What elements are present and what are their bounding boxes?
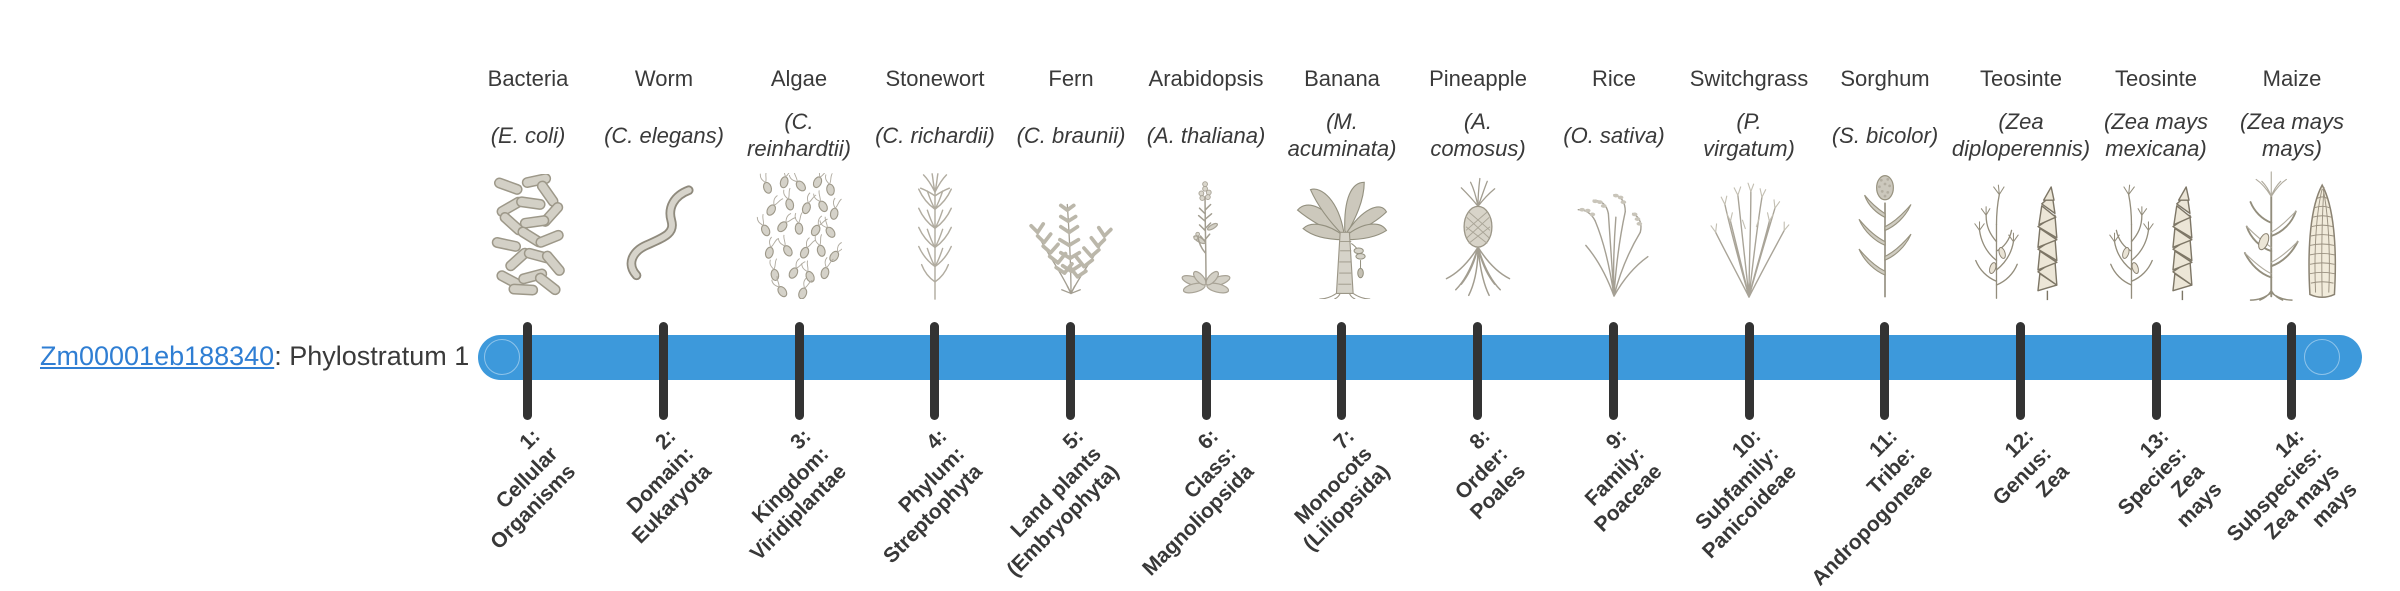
timeline-tick	[795, 322, 804, 420]
organism-column: Banana (M. acuminata)	[1267, 64, 1417, 304]
organism-scientific-name: (P. virgatum)	[1703, 109, 1795, 161]
pineapple-icon	[1403, 168, 1553, 304]
organism-column: Teosinte (Zea diploperennis)	[1946, 64, 2096, 304]
gene-label: Zm00001eb188340: Phylostratum 1	[40, 341, 469, 372]
organism-column: Fern (C. braunii)	[996, 64, 1146, 304]
organism-scientific-name: (Zea mays mays)	[2240, 109, 2344, 161]
organism-common-name: Banana	[1304, 66, 1380, 91]
banana-icon	[1267, 168, 1417, 304]
stratum-label: 1: Cellular Organisms	[486, 424, 581, 554]
timeline-tick	[1066, 322, 1075, 420]
gene-link[interactable]: Zm00001eb188340	[40, 341, 275, 371]
organism-column: Sorghum (S. bicolor)	[1810, 64, 1960, 304]
organism-common-name: Fern	[1048, 66, 1094, 91]
organism-common-name: Algae	[770, 66, 828, 91]
timeline-bar	[478, 335, 2362, 380]
bar-end-ring	[484, 339, 520, 375]
organism-common-name: Rice	[1591, 66, 1636, 91]
timeline-tick	[2287, 322, 2296, 420]
stratum-label: 2: Domain: Eukaryota	[622, 424, 717, 549]
organism-common-name: Arabidopsis	[1148, 66, 1264, 91]
organism-scientific-name: (O. sativa)	[1563, 122, 1665, 148]
organism-common-name: Switchgrass	[1689, 66, 1809, 91]
stratum-label: 14: Subspecies: Zea mays mays	[2222, 424, 2363, 547]
organism-column: Algae (C. reinhardtii)	[724, 64, 874, 304]
organism-column: Worm (C. elegans)	[589, 64, 739, 304]
worm-icon	[589, 168, 739, 304]
stratum-label: 8: Order: Poales	[1450, 424, 1531, 525]
timeline-tick	[930, 322, 939, 420]
organism-scientific-name: (Zea mays mexicana)	[2104, 109, 2208, 161]
organism-scientific-name: (M. acuminata)	[1287, 109, 1397, 161]
organism-scientific-name: (C. braunii)	[1016, 122, 1126, 148]
timeline-tick	[1745, 322, 1754, 420]
stratum-label: 3: Kingdom: Viridiplantae	[746, 424, 852, 566]
phylostratum-text: : Phylostratum 1	[274, 341, 470, 371]
timeline-tick	[1609, 322, 1618, 420]
organism-common-name: Bacteria	[487, 66, 569, 91]
organism-common-name: Stonewort	[885, 66, 985, 91]
organism-scientific-name: (C. elegans)	[604, 122, 724, 148]
organism-column: Rice (O. sativa)	[1539, 64, 1689, 304]
timeline-tick	[2016, 322, 2025, 420]
timeline-tick	[659, 322, 668, 420]
stonewort-icon	[860, 168, 1010, 304]
organism-common-name: Pineapple	[1429, 66, 1527, 91]
sorghum-icon	[1810, 168, 1960, 304]
stratum-label: 5: Land plants (Embryophyta)	[1002, 424, 1124, 582]
switchgrass-icon	[1674, 168, 1824, 304]
organism-scientific-name: (E. coli)	[490, 122, 566, 148]
bacteria-icon	[453, 168, 603, 304]
timeline-tick	[1202, 322, 1211, 420]
organism-common-name: Maize	[2262, 66, 2322, 91]
timeline-tick	[1880, 322, 1889, 420]
teosinte-mexicana-icon	[2081, 168, 2231, 304]
stratum-label: 6: Class: Magnoliopsida	[1138, 424, 1259, 581]
stratum-label: 13: Species: Zea mays	[2113, 424, 2227, 532]
organism-column: Pineapple (A. comosus)	[1403, 64, 1553, 304]
organism-scientific-name: (A. comosus)	[1430, 109, 1526, 161]
bar-end-ring	[2304, 339, 2340, 375]
organism-common-name: Sorghum	[1840, 66, 1930, 91]
teosinte-diploperennis-icon	[1946, 168, 2096, 304]
organism-scientific-name: (Zea diploperennis)	[1951, 109, 2091, 161]
organism-scientific-name: (C. reinhardtii)	[747, 109, 851, 161]
algae-icon	[724, 168, 874, 304]
stratum-label: 9: Family: Poaceae	[1580, 424, 1667, 537]
organism-scientific-name: (S. bicolor)	[1831, 122, 1939, 148]
timeline-tick	[523, 322, 532, 420]
organism-column: Maize (Zea mays mays)	[2217, 64, 2367, 304]
organism-common-name: Teosinte	[2115, 66, 2197, 91]
organism-column: Bacteria (E. coli)	[453, 64, 603, 304]
timeline-tick	[1473, 322, 1482, 420]
organism-scientific-name: (A. thaliana)	[1146, 122, 1266, 148]
organism-column: Arabidopsis (A. thaliana)	[1131, 64, 1281, 304]
organism-scientific-name: (C. richardii)	[875, 122, 995, 148]
organism-column: Switchgrass (P. virgatum)	[1674, 64, 1824, 304]
organism-column: Stonewort (C. richardii)	[860, 64, 1010, 304]
stratum-label: 4: Phylum: Streptophyta	[879, 424, 988, 568]
organism-common-name: Worm	[634, 66, 694, 91]
arabidopsis-icon	[1131, 168, 1281, 304]
maize-icon	[2217, 168, 2367, 304]
timeline-tick	[2152, 322, 2161, 420]
stratum-label: 11: Tribe: Andropogoneae	[1807, 424, 1938, 591]
fern-icon	[996, 168, 1146, 304]
organism-common-name: Teosinte	[1980, 66, 2062, 91]
stratum-label: 7: Monocots (Liliopsida)	[1290, 424, 1395, 556]
stratum-label: 12: Genus: Zea	[1988, 424, 2074, 510]
rice-icon	[1539, 168, 1689, 304]
organism-column: Teosinte (Zea mays mexicana)	[2081, 64, 2231, 304]
timeline-tick	[1337, 322, 1346, 420]
